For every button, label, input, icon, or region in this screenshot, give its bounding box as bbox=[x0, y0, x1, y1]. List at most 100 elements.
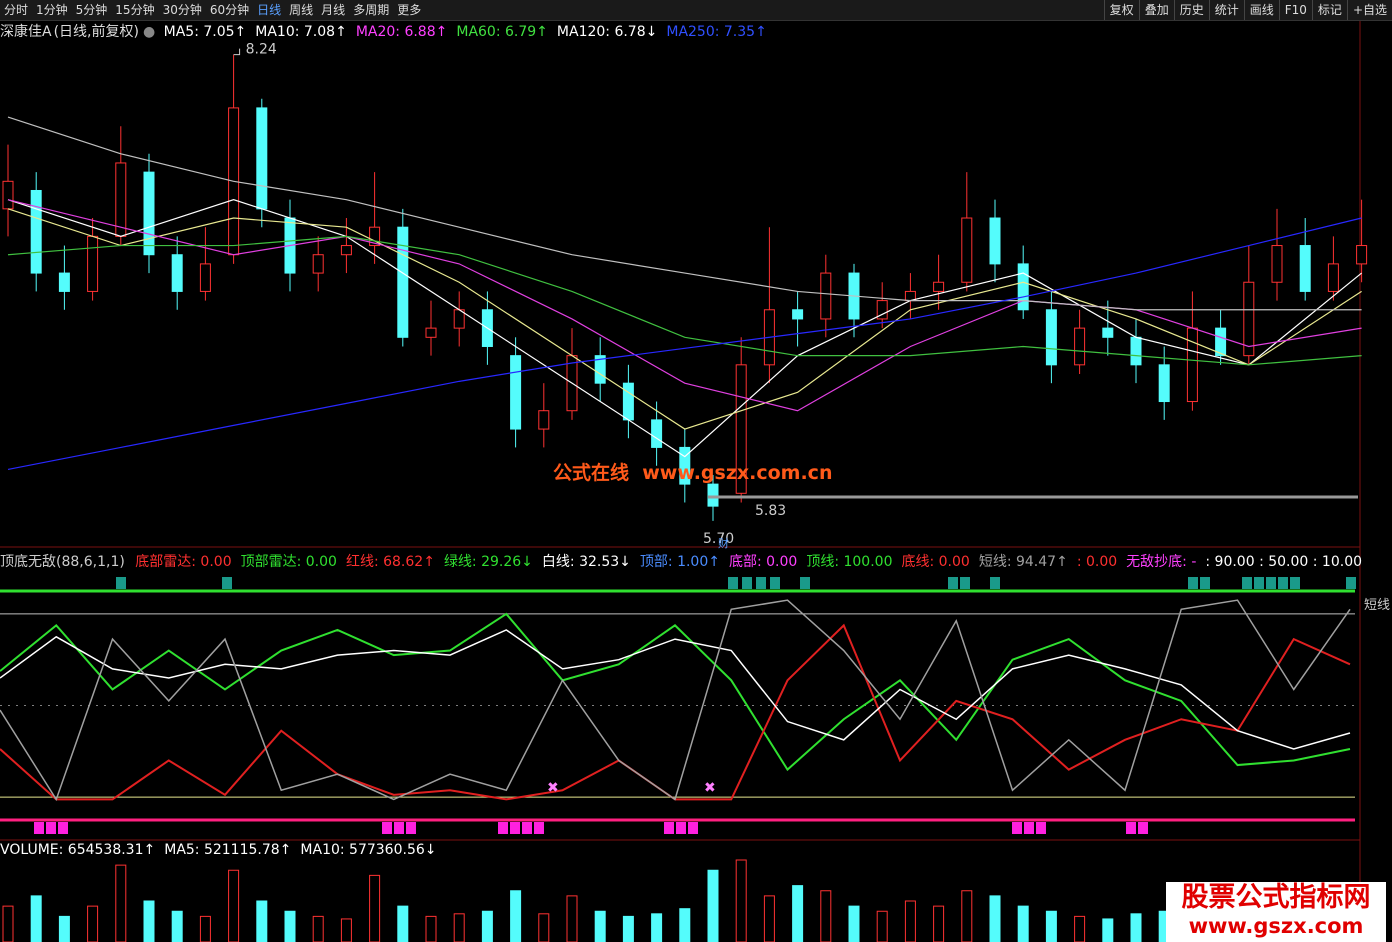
volume-bar bbox=[735, 859, 747, 942]
volume-bar bbox=[792, 885, 804, 942]
volume-bar bbox=[1017, 905, 1029, 942]
ma-legend: MA60: 6.79↑ bbox=[456, 24, 548, 40]
top-signal bbox=[1188, 577, 1198, 589]
candle-body bbox=[30, 189, 42, 274]
indicator-legend: : 90.00 : 50.00 : 10.00 bbox=[1205, 554, 1363, 570]
volume-bar bbox=[87, 905, 99, 942]
indicator-legend: 红线: 68.62↑ bbox=[345, 554, 435, 570]
volume-legend: MA10: 577360.56↓ bbox=[300, 842, 437, 858]
volume-bar bbox=[115, 864, 127, 942]
tool-button[interactable]: 画线 bbox=[1243, 0, 1279, 20]
tool-button[interactable]: 统计 bbox=[1208, 0, 1244, 20]
volume-bar bbox=[1130, 913, 1142, 942]
buy-marker: ✖ bbox=[704, 780, 716, 796]
watermark: 公式在线 www.gszx.com.cn bbox=[553, 458, 832, 485]
volume-bar bbox=[904, 900, 916, 942]
tool-button[interactable]: 标记 bbox=[1311, 0, 1347, 20]
bottom-signal bbox=[394, 822, 404, 834]
candle-body bbox=[1215, 327, 1227, 357]
tool-button[interactable]: F10 bbox=[1278, 0, 1312, 20]
period-tab[interactable]: 分时 bbox=[4, 3, 29, 17]
volume-bar bbox=[1045, 910, 1057, 942]
top-signal bbox=[1278, 577, 1288, 589]
top-signal bbox=[1200, 577, 1210, 589]
period-tab[interactable]: 30分钟 bbox=[162, 3, 202, 17]
volume-bar bbox=[510, 890, 522, 942]
period-tab[interactable]: 更多 bbox=[397, 3, 422, 17]
high-label: 8.24 bbox=[246, 42, 277, 58]
candle-body bbox=[989, 217, 1001, 265]
period-tab[interactable]: 多周期 bbox=[353, 3, 390, 17]
period-tab[interactable]: 月线 bbox=[321, 3, 346, 17]
indicator-header: 顶底无敌(88,6,1,1) 底部雷达: 0.00 顶部雷达: 0.00 红线: 6… bbox=[0, 551, 1371, 571]
badge-url: www.gszx.com bbox=[1188, 914, 1364, 938]
candle-body bbox=[1299, 245, 1311, 292]
period-tab[interactable]: 日线 bbox=[257, 3, 282, 17]
ma-legend: MA120: 6.78↓ bbox=[556, 24, 658, 40]
tool-button[interactable]: 叠加 bbox=[1138, 0, 1174, 20]
candle-body bbox=[425, 327, 437, 338]
period-tab[interactable]: 1分钟 bbox=[36, 3, 68, 17]
top-signal bbox=[960, 577, 970, 589]
ma-line bbox=[7, 235, 1362, 366]
period-tab[interactable]: 周线 bbox=[289, 3, 314, 17]
top-signal bbox=[1254, 577, 1264, 589]
candle-body bbox=[58, 272, 70, 292]
bottom-signal bbox=[688, 822, 698, 834]
indicator-legend: 顶部雷达: 0.00 bbox=[240, 554, 337, 570]
top-signal bbox=[756, 577, 766, 589]
candle-body bbox=[87, 235, 99, 292]
tool-button[interactable]: +自选 bbox=[1346, 0, 1392, 20]
candle-body bbox=[1045, 309, 1057, 366]
tool-button[interactable]: 历史 bbox=[1173, 0, 1209, 20]
bottom-signal bbox=[406, 822, 416, 834]
indicator-legend: 顶部: 1.00↑ bbox=[639, 554, 720, 570]
toolbar: 分时 1分钟 5分钟 15分钟 30分钟 60分钟 日线 周线 月线 多周期 更多 复权 叠加 历史 统计画… bbox=[0, 0, 1392, 21]
volume-bar bbox=[876, 910, 888, 942]
volume-header: VOLUME: 654538.31↑ MA5: 521115.78↑ MA10: 5… bbox=[0, 842, 445, 858]
period-tab[interactable]: 5分钟 bbox=[75, 3, 108, 17]
ma-legend: MA250: 7.35↑ bbox=[666, 24, 767, 40]
period-tab[interactable]: 15分钟 bbox=[115, 3, 155, 17]
tool-button[interactable]: 复权 bbox=[1103, 0, 1139, 20]
ma-line bbox=[7, 217, 1362, 471]
top-signal bbox=[728, 577, 738, 589]
volume-bar bbox=[679, 908, 691, 942]
indicator-legend: 顶线: 100.00 bbox=[806, 554, 893, 570]
finance-marker: 财 bbox=[718, 536, 729, 550]
indicator-line bbox=[0, 612, 1351, 772]
indicator-legend: 无敌抄底: - bbox=[1126, 554, 1197, 570]
candle-body bbox=[735, 364, 747, 494]
candle-body bbox=[312, 254, 324, 274]
top-signal bbox=[948, 577, 958, 589]
bottom-signal bbox=[534, 822, 544, 834]
period-tab[interactable]: 60分钟 bbox=[209, 3, 250, 17]
volume-bar bbox=[594, 910, 606, 942]
volume-bar bbox=[820, 890, 832, 942]
candle-body bbox=[1186, 327, 1198, 403]
candle-body bbox=[961, 217, 973, 283]
volume-bar bbox=[651, 913, 663, 942]
candle-body bbox=[1017, 263, 1029, 311]
volume-bar bbox=[1074, 915, 1086, 942]
buy-marker: ✖ bbox=[547, 780, 559, 796]
bottom-signal bbox=[664, 822, 674, 834]
bottom-signal bbox=[1024, 822, 1034, 834]
ma-line bbox=[7, 208, 1362, 430]
candle-body bbox=[1243, 281, 1255, 357]
bottom-signal bbox=[1138, 822, 1148, 834]
bottom-signal bbox=[522, 822, 532, 834]
volume-bar bbox=[425, 915, 437, 942]
top-signal bbox=[222, 577, 232, 589]
volume-bar bbox=[989, 895, 1001, 942]
candle-body bbox=[651, 419, 663, 448]
volume-bar bbox=[369, 874, 381, 942]
candle-body bbox=[1158, 364, 1170, 403]
volume-bar bbox=[397, 905, 409, 942]
indicator-legend: 底部: 0.00 bbox=[728, 554, 798, 570]
bottom-signal bbox=[46, 822, 56, 834]
settings-dot[interactable]: ● bbox=[142, 24, 156, 40]
top-signal bbox=[1242, 577, 1252, 589]
candle-body bbox=[792, 309, 804, 320]
